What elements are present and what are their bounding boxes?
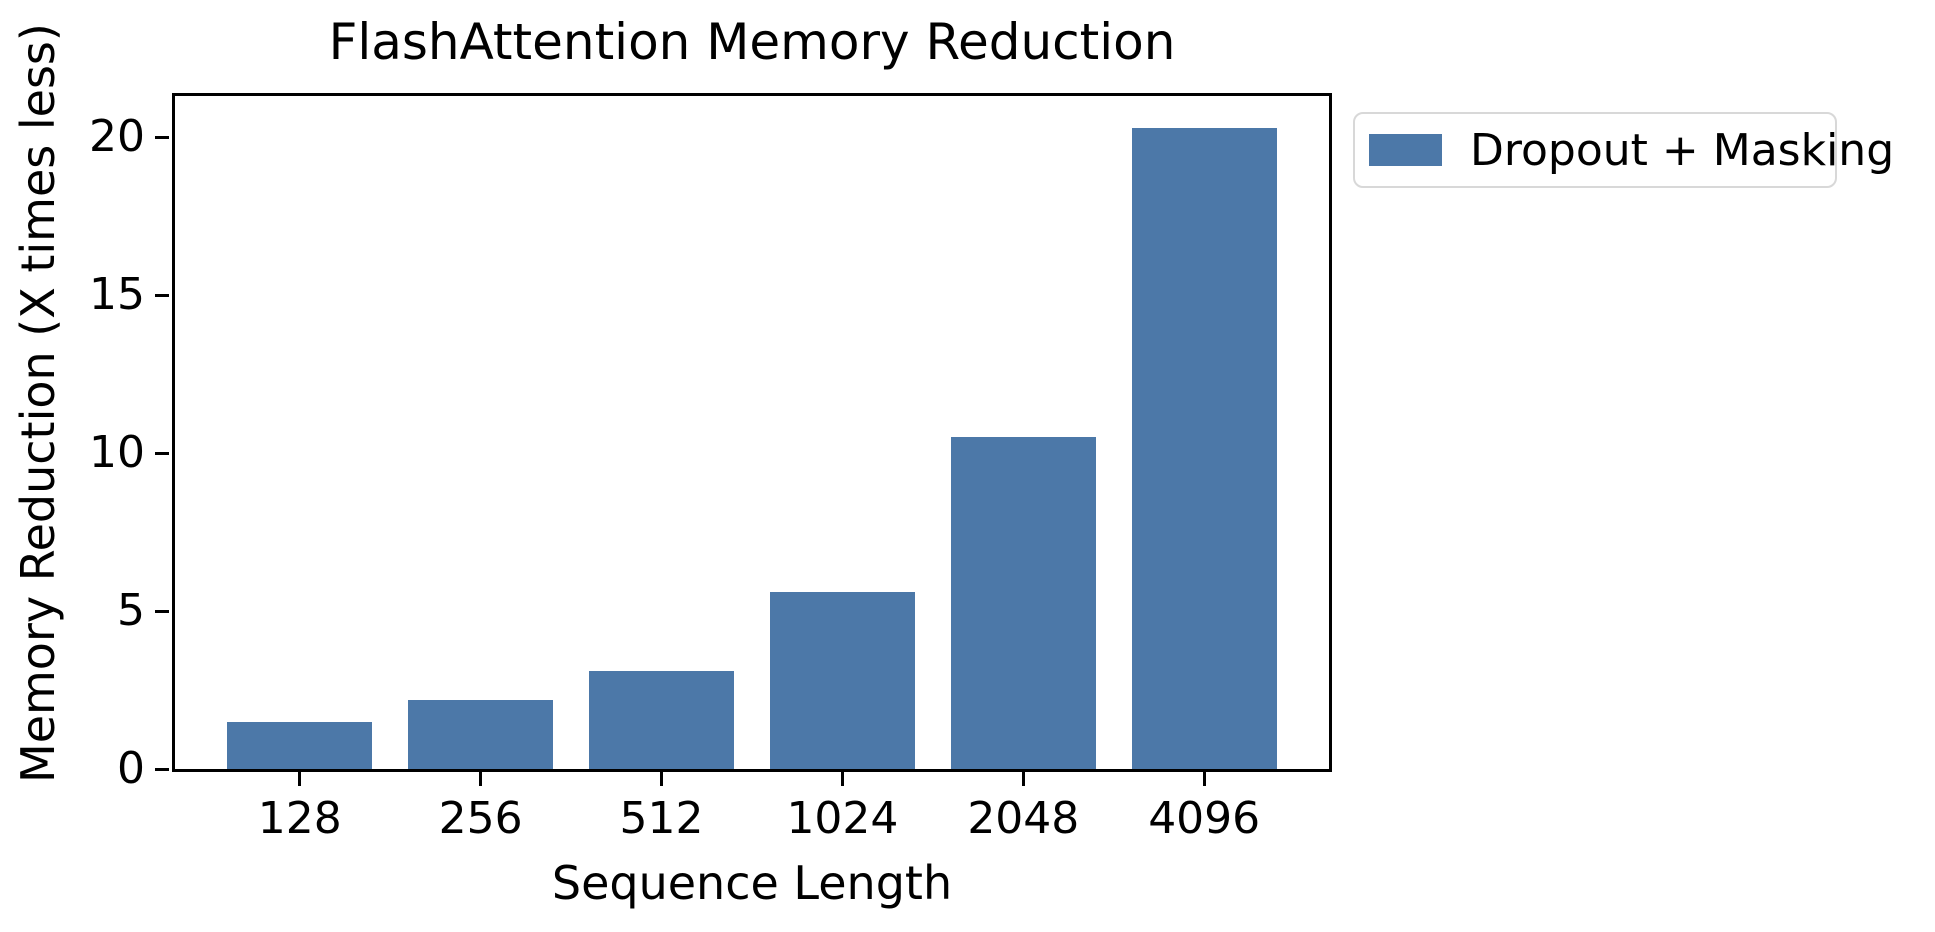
x-tick-mark (298, 772, 302, 786)
x-tick-mark (840, 772, 844, 786)
x-tick-mark (660, 772, 664, 786)
y-tick-mark (155, 767, 169, 771)
x-tick-label: 4096 (1148, 793, 1261, 844)
bar-1024 (770, 592, 915, 769)
bar-512 (589, 671, 734, 769)
bar-2048 (950, 437, 1096, 769)
x-tick-mark (1202, 772, 1206, 786)
legend: Dropout + Masking (1353, 112, 1894, 188)
bar-4096 (1131, 127, 1277, 769)
x-tick-label: 128 (257, 793, 342, 844)
chart-title: FlashAttention Memory Reduction (328, 13, 1176, 71)
x-tick-label: 512 (619, 793, 704, 844)
y-tick-label: 0 (117, 743, 145, 794)
legend-label: Dropout + Masking (1470, 124, 1895, 176)
y-tick-label: 5 (117, 585, 145, 637)
bar-256 (408, 699, 554, 769)
y-tick-label: 20 (89, 111, 145, 163)
x-tick-label: 256 (438, 793, 523, 844)
plot-area: 128 256 512 1024 2048 4096 0 5 10 15 20 (89, 93, 1332, 844)
x-tick-label: 2048 (967, 793, 1080, 844)
y-tick-mark (155, 135, 169, 139)
legend-swatch (1369, 134, 1442, 166)
y-tick-mark (155, 451, 169, 455)
y-tick-mark (155, 293, 169, 297)
x-tick-label: 1024 (786, 793, 899, 844)
x-axis-label: Sequence Length (551, 856, 953, 910)
x-tick-mark (1021, 772, 1025, 786)
y-tick-label: 15 (89, 269, 145, 321)
y-tick-label: 10 (89, 427, 145, 479)
bar-128 (227, 721, 373, 769)
y-tick-mark (155, 609, 169, 613)
x-tick-mark (479, 772, 483, 786)
